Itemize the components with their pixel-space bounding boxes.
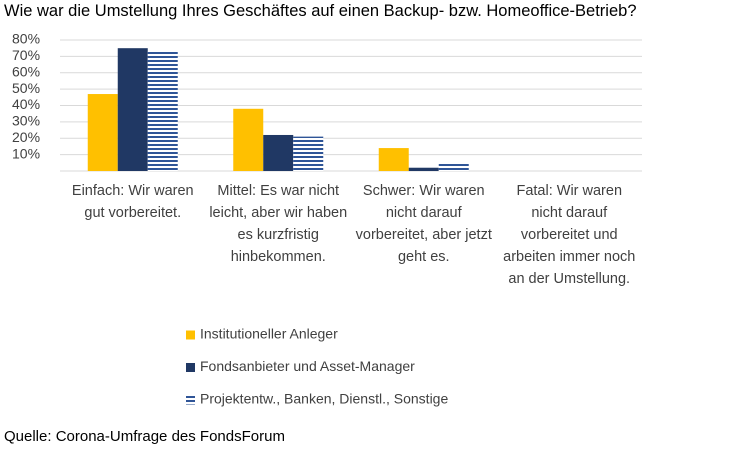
bar (438, 162, 469, 171)
y-tick-label: 60% (12, 63, 40, 79)
chart-title: Wie war die Umstellung Ihres Geschäftes … (4, 2, 637, 20)
y-tick-label: 30% (12, 113, 40, 129)
y-tick-label: 70% (12, 47, 40, 63)
x-tick-label: Mittel: Es war nicht leicht, aber wir ha… (209, 183, 348, 265)
bar (117, 48, 148, 171)
x-tick-label: Schwer: Wir waren nicht darauf vorbereit… (355, 183, 492, 265)
legend-swatch (186, 363, 195, 372)
y-tick-label: 40% (12, 96, 40, 112)
source-note: Quelle: Corona-Umfrage des FondsForum (4, 428, 285, 445)
x-tick-label: Einfach: Wir waren gut vorbereitet. (71, 183, 194, 221)
bar (378, 148, 409, 171)
legend-label: Fondsanbieter und Asset-Manager (200, 358, 415, 374)
bar (233, 108, 264, 171)
bar (263, 134, 294, 171)
y-tick-label: 10% (12, 145, 40, 161)
bar (147, 51, 178, 171)
y-tick-label: 80% (12, 31, 40, 47)
y-tick-label: 50% (12, 80, 40, 96)
y-tick-label: 20% (12, 129, 40, 145)
legend-swatch (186, 395, 195, 405)
legend-swatch (186, 330, 195, 340)
bar (293, 136, 324, 171)
bar (87, 94, 118, 171)
x-tick-label: Fatal: Wir waren nicht darauf vorbereite… (503, 183, 636, 287)
legend-label: Institutioneller Anleger (200, 326, 338, 342)
legend-label: Projektentw., Banken, Dienstl., Sonstige (200, 391, 448, 407)
bar (408, 167, 439, 171)
